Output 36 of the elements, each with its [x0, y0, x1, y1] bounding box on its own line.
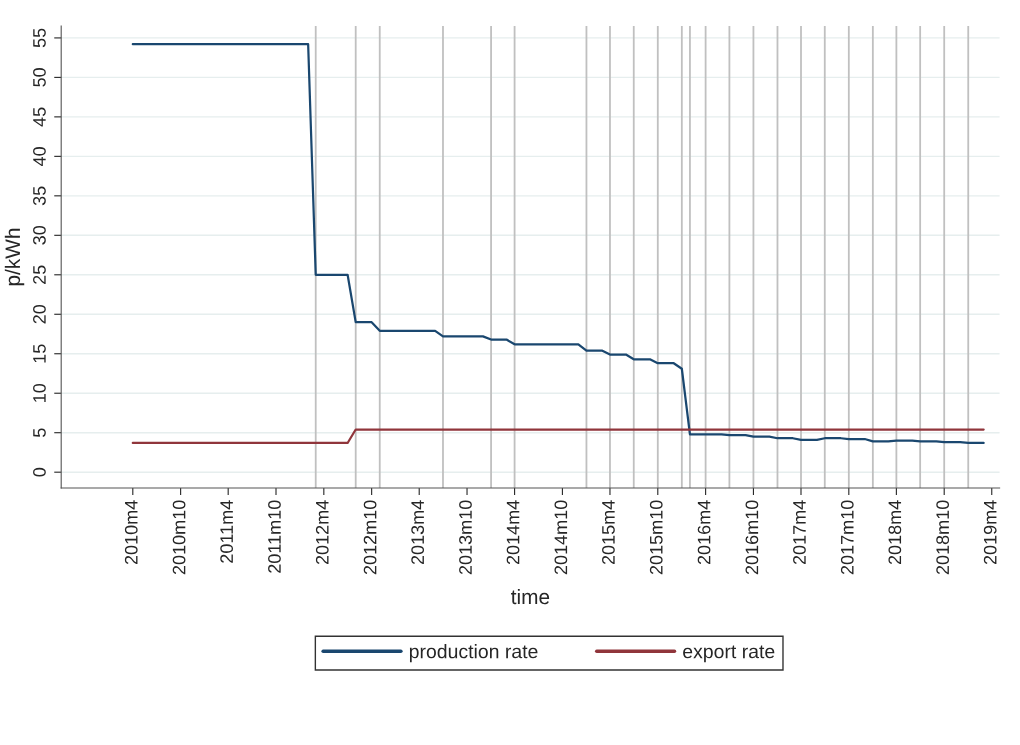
line-series [131, 43, 985, 445]
x-tick-label: 2017m4 [793, 500, 806, 565]
y-tick-label: 30 [33, 225, 46, 245]
y-axis-title: p/kWh [4, 228, 25, 286]
y-tick-label: 45 [33, 107, 46, 127]
y-tick-label: 15 [33, 344, 46, 363]
y-tick-label: 10 [33, 383, 46, 402]
x-tick-label: 2016m10 [745, 500, 759, 575]
y-tick-label: 40 [33, 147, 46, 166]
x-tick-label: 2018m4 [888, 500, 902, 565]
x-tick-label: 2010m4 [124, 500, 138, 565]
x-tick-label: 2015m4 [602, 500, 615, 565]
y-tick-label: 35 [33, 186, 46, 206]
x-tick-label: 2013m4 [411, 500, 425, 565]
x-tick-label: 2010m10 [172, 500, 186, 575]
x-tick-label: 2014m4 [506, 500, 520, 565]
x-tick-label: 2019m4 [983, 500, 997, 565]
x-tick-label: 2011m10 [268, 500, 281, 573]
legend-label: production rate [409, 644, 538, 663]
y-tick-label: 5 [33, 428, 46, 437]
y-tick-label: 55 [33, 28, 46, 48]
x-tick-label: 2011m4 [220, 500, 234, 563]
y-tick-label: 0 [33, 467, 46, 477]
y-tick-label: 20 [33, 304, 46, 324]
x-tick-label: 2015m10 [649, 500, 663, 575]
x-tick-label: 2016m4 [697, 500, 711, 565]
y-tick-label: 50 [33, 68, 46, 87]
x-axis-title: time [511, 588, 550, 605]
x-tick-label: 2012m10 [363, 500, 377, 575]
x-tick-label: 2018m10 [936, 500, 950, 575]
x-tick-label: 2014m10 [554, 500, 568, 575]
y-tick-label: 25 [33, 265, 46, 284]
x-tick-label: 2012m4 [315, 500, 329, 565]
legend-label: export rate [683, 645, 775, 663]
x-tick-label: 2017m10 [840, 500, 854, 575]
x-tick-label: 2013m10 [459, 500, 472, 575]
